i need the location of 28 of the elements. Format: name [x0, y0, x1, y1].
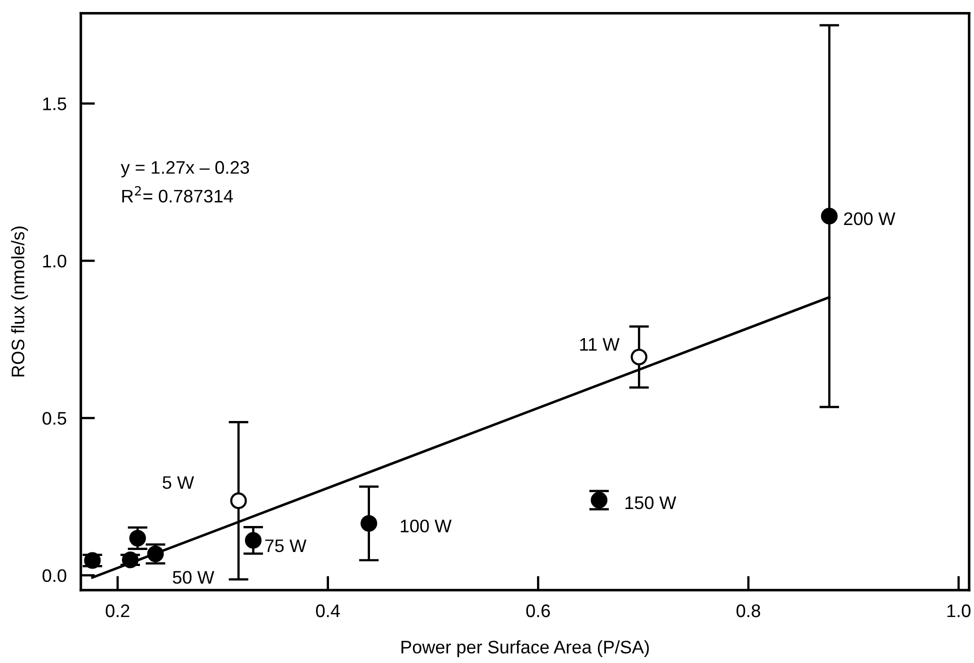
annotation: R$^{2}$= 0.787314	[122, 186, 233, 203]
annotation: 75 W	[265, 540, 306, 552]
x-tick-label: 0.4	[316, 604, 340, 618]
point	[122, 552, 139, 568]
point	[129, 530, 146, 547]
y-tick-label: 0.0	[42, 569, 66, 582]
x-tick-label: 0.8	[736, 604, 760, 618]
x-tick-label: 0.6	[526, 604, 550, 618]
y-tick-label: 0.5	[42, 412, 66, 425]
annotation: 11 W	[580, 338, 620, 351]
point	[820, 208, 838, 224]
annotation: 150 W	[625, 496, 676, 510]
y-tick-label: 1.0	[43, 254, 66, 268]
x-tick-label: 0.2	[106, 604, 130, 618]
annotation: 200 W	[844, 212, 896, 226]
annotation: 50 W	[172, 570, 214, 584]
y-tick-label: 1.5	[43, 98, 66, 110]
point	[244, 532, 262, 549]
y-axis-title: ROS flux (nmole/s)	[11, 226, 28, 376]
point	[230, 492, 247, 510]
annotation: 5 W	[162, 476, 194, 489]
point	[84, 552, 101, 569]
point	[630, 348, 648, 366]
x-axis-title: Power per Surface Area (P/SA)	[402, 640, 649, 658]
annotation: 100 W	[400, 520, 452, 532]
x-tick-label: 1.0	[947, 604, 970, 618]
point	[360, 515, 378, 532]
annotation: y = 1.27x – 0.23	[120, 161, 250, 178]
